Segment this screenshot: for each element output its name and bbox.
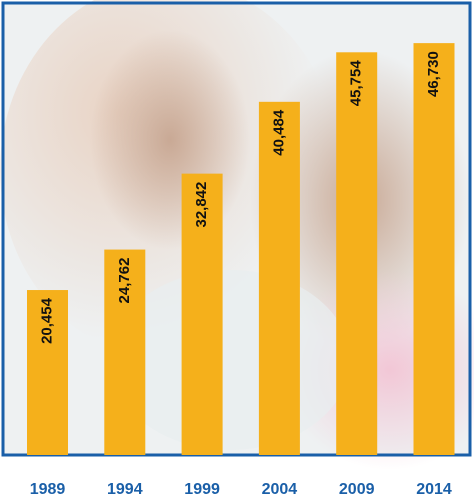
value-label: 40,484 <box>270 109 287 156</box>
x-tick-label: 2009 <box>339 481 375 498</box>
value-label: 45,754 <box>348 60 365 107</box>
value-label: 32,842 <box>193 182 210 228</box>
bar <box>414 43 455 455</box>
value-label: 24,762 <box>116 258 133 304</box>
bar <box>336 52 377 455</box>
x-tick-label: 1989 <box>30 481 66 498</box>
x-tick-label: 2004 <box>262 481 298 498</box>
x-tick-label: 1994 <box>107 481 143 498</box>
value-label: 46,730 <box>425 51 442 97</box>
background-photo <box>0 0 474 470</box>
x-tick-label: 2014 <box>416 481 452 498</box>
value-label: 20,454 <box>38 297 55 344</box>
x-tick-label: 1999 <box>184 481 220 498</box>
chart: 20,454 1989 24,762 1994 32,842 1999 40,484 2004… <box>0 0 474 504</box>
